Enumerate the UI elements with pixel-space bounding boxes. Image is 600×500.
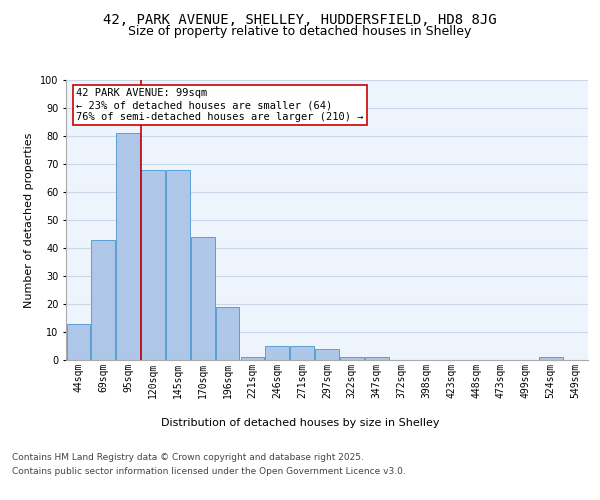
Bar (539, 357, 563, 360)
Bar (191, 237, 215, 360)
Text: 42 PARK AVENUE: 99sqm
← 23% of detached houses are smaller (64)
76% of semi-deta: 42 PARK AVENUE: 99sqm ← 23% of detached … (76, 88, 364, 122)
Bar (67, 324, 90, 360)
Bar (216, 307, 239, 360)
Text: Size of property relative to detached houses in Shelley: Size of property relative to detached ho… (128, 25, 472, 38)
Bar (340, 357, 364, 360)
Bar (241, 357, 264, 360)
Text: Distribution of detached houses by size in Shelley: Distribution of detached houses by size … (161, 418, 439, 428)
Text: 42, PARK AVENUE, SHELLEY, HUDDERSFIELD, HD8 8JG: 42, PARK AVENUE, SHELLEY, HUDDERSFIELD, … (103, 12, 497, 26)
Bar (141, 170, 165, 360)
Bar (265, 346, 289, 360)
Bar (91, 240, 115, 360)
Y-axis label: Number of detached properties: Number of detached properties (25, 132, 34, 308)
Bar (116, 133, 140, 360)
Bar (315, 349, 339, 360)
Bar (290, 346, 314, 360)
Text: Contains public sector information licensed under the Open Government Licence v3: Contains public sector information licen… (12, 467, 406, 476)
Bar (365, 357, 389, 360)
Bar (166, 170, 190, 360)
Text: Contains HM Land Registry data © Crown copyright and database right 2025.: Contains HM Land Registry data © Crown c… (12, 454, 364, 462)
